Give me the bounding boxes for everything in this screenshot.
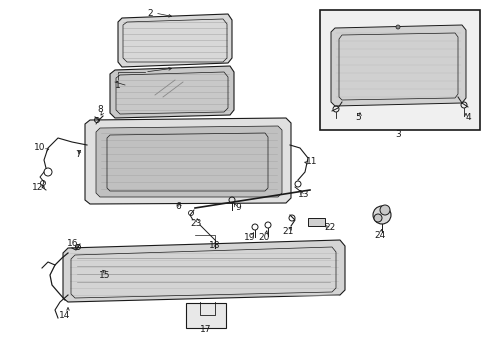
Text: 12: 12 bbox=[32, 184, 43, 193]
Polygon shape bbox=[307, 218, 325, 226]
Polygon shape bbox=[118, 14, 231, 67]
Text: 8: 8 bbox=[97, 105, 102, 114]
Text: 23: 23 bbox=[190, 220, 201, 229]
Text: 3: 3 bbox=[394, 130, 400, 139]
Polygon shape bbox=[330, 25, 465, 106]
Text: 13: 13 bbox=[298, 190, 309, 199]
Circle shape bbox=[395, 25, 399, 29]
Text: 4: 4 bbox=[464, 113, 470, 122]
Text: 15: 15 bbox=[99, 270, 110, 279]
Text: 21: 21 bbox=[282, 228, 293, 237]
Circle shape bbox=[373, 214, 381, 222]
Text: 20: 20 bbox=[258, 233, 269, 242]
Text: 19: 19 bbox=[244, 234, 255, 243]
Text: 22: 22 bbox=[324, 224, 335, 233]
Text: 1: 1 bbox=[115, 81, 121, 90]
Circle shape bbox=[379, 205, 389, 215]
Text: 7: 7 bbox=[75, 150, 81, 159]
Text: 5: 5 bbox=[354, 113, 360, 122]
Text: 10: 10 bbox=[34, 144, 46, 153]
Text: 16: 16 bbox=[67, 238, 79, 248]
Text: 9: 9 bbox=[235, 203, 241, 212]
Circle shape bbox=[372, 206, 390, 224]
Text: 14: 14 bbox=[59, 310, 71, 320]
Polygon shape bbox=[96, 126, 282, 197]
Text: 11: 11 bbox=[305, 157, 317, 166]
Polygon shape bbox=[63, 240, 345, 302]
Text: 18: 18 bbox=[209, 240, 220, 249]
Text: 2: 2 bbox=[147, 9, 153, 18]
Polygon shape bbox=[85, 118, 290, 204]
Polygon shape bbox=[110, 66, 234, 118]
Text: 24: 24 bbox=[374, 230, 385, 239]
Bar bbox=[185, 303, 225, 328]
Text: 6: 6 bbox=[175, 202, 181, 211]
Text: 17: 17 bbox=[200, 325, 211, 334]
Bar bbox=[319, 10, 479, 130]
